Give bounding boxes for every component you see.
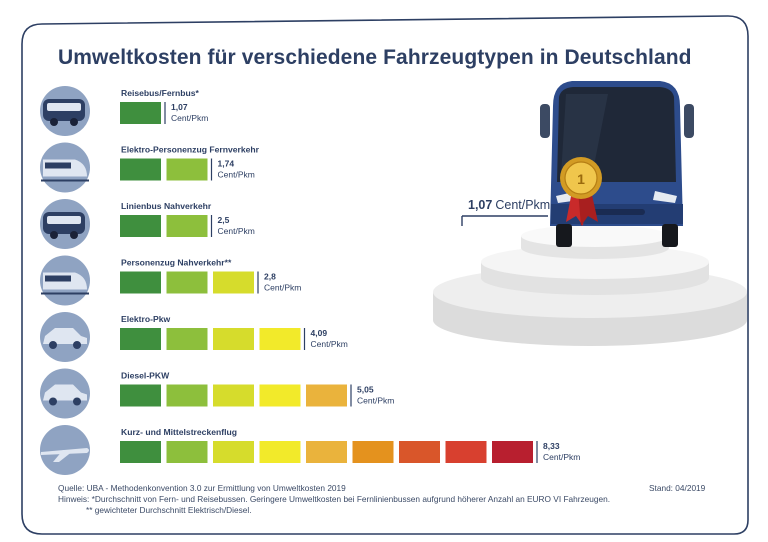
unit-label: Cent/Pkm — [311, 339, 348, 349]
unit-label: Cent/Pkm — [543, 452, 580, 462]
bar-segment — [120, 271, 161, 294]
bar-segment — [166, 441, 208, 463]
bar-segment — [492, 441, 533, 463]
bar-segment — [120, 441, 161, 463]
bar-segment — [259, 384, 301, 407]
medal-icon: 1 — [560, 157, 602, 226]
data-label: 1,74 — [218, 159, 235, 169]
diesel-car-icon — [40, 368, 90, 419]
data-label: 5,05 — [357, 385, 374, 395]
bar-segment — [213, 384, 254, 407]
high-speed-train-icon — [40, 142, 90, 193]
bar-segment — [213, 328, 254, 350]
data-label: 4,09 — [311, 328, 328, 338]
bar-segment — [306, 384, 347, 407]
unit-label: Cent/Pkm — [218, 170, 255, 180]
svg-text:1: 1 — [577, 171, 585, 187]
coach-bus-icon — [40, 86, 90, 136]
bar-segment — [120, 328, 161, 350]
category-label: Personenzug Nahverkehr** — [121, 258, 232, 268]
bar-segment — [120, 102, 161, 124]
bar-segment — [166, 328, 208, 350]
bar-segment — [120, 158, 161, 181]
source-text: Quelle: UBA - Methodenkonvention 3.0 zur… — [58, 483, 346, 493]
note-text: Hinweis: *Durchschnitt von Fern- und Rei… — [58, 494, 611, 504]
bar-segment — [445, 441, 487, 463]
winner-unit: Cent/Pkm — [495, 198, 550, 212]
category-label: Elektro-Personenzug Fernverkehr — [121, 145, 260, 155]
bus-front-illustration — [540, 81, 694, 247]
category-label: Elektro-Pkw — [121, 314, 171, 324]
chart-row: Elektro-Personenzug Fernverkehr 1,74Cent/… — [40, 142, 260, 193]
bar-segment — [166, 158, 208, 181]
bar-segment — [399, 441, 440, 463]
city-bus-icon — [40, 199, 90, 249]
unit-label: Cent/Pkm — [357, 396, 394, 406]
bar-segment — [213, 441, 254, 463]
bar-segment — [166, 271, 208, 294]
data-label: 2,5 — [218, 215, 230, 225]
category-label: Reisebus/Fernbus* — [121, 88, 199, 98]
data-label: 8,33 — [543, 441, 560, 451]
stand-date: Stand: 04/2019 — [649, 483, 706, 493]
unit-label: Cent/Pkm — [171, 113, 208, 123]
unit-label: Cent/Pkm — [264, 283, 301, 293]
bar-segment — [213, 271, 254, 294]
bar-segment — [306, 441, 347, 463]
airplane-icon — [40, 425, 90, 475]
category-label: Diesel-PKW — [121, 371, 170, 381]
electric-car-icon — [40, 312, 90, 362]
bar-segment — [120, 384, 161, 407]
bar-segment — [352, 441, 394, 463]
bar-segment — [166, 215, 208, 237]
data-label: 2,8 — [264, 272, 276, 282]
category-label: Kurz- und Mittelstreckenflug — [121, 427, 237, 437]
bar-segment — [120, 215, 161, 237]
unit-label: Cent/Pkm — [218, 226, 255, 236]
category-label: Linienbus Nahverkehr — [121, 201, 212, 211]
podium — [433, 225, 747, 346]
note-text-2: ** gewichteter Durchschnitt Elektrisch/D… — [86, 505, 252, 515]
winner-label: 1,07 Cent/Pkm — [468, 198, 550, 212]
bar-segment — [166, 384, 208, 407]
page-title: Umweltkosten für verschiedene Fahrzeugty… — [58, 46, 692, 69]
regional-train-icon — [40, 255, 90, 306]
winner-value: 1,07 — [468, 198, 492, 212]
data-label: 1,07 — [171, 102, 188, 112]
bar-segment — [259, 328, 301, 350]
bar-segment — [259, 441, 301, 463]
